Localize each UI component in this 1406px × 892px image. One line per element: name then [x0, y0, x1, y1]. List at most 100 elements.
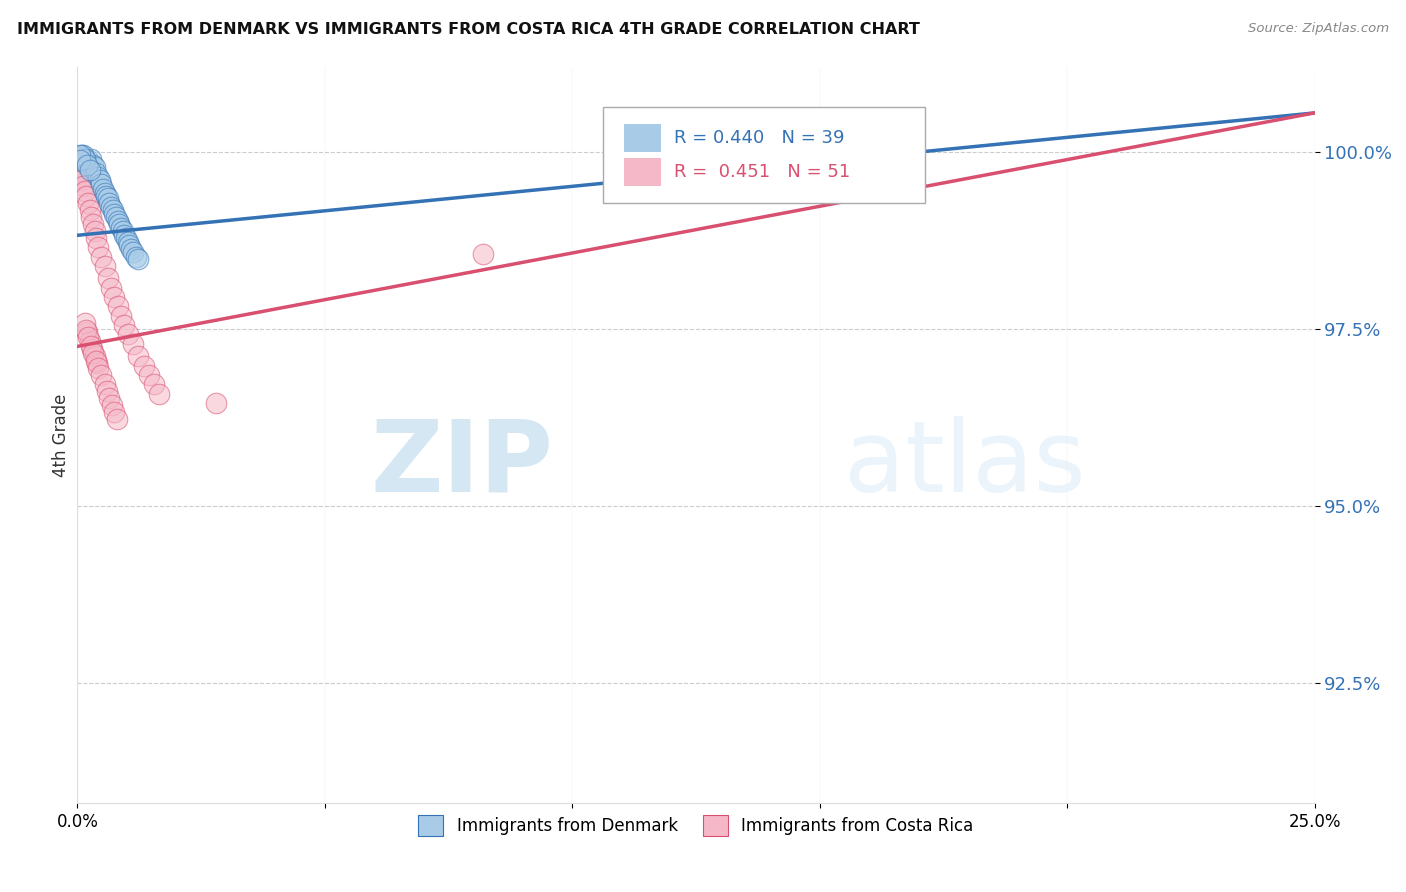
Point — [80, 210, 103, 224]
Point — [72, 178, 94, 193]
Point — [79, 334, 101, 349]
Point — [107, 299, 129, 313]
Point — [86, 356, 108, 370]
Point — [82, 217, 104, 231]
Point — [76, 157, 98, 171]
Point — [103, 290, 125, 304]
Point — [87, 169, 110, 184]
Point — [121, 337, 143, 351]
Point — [77, 195, 100, 210]
Point — [120, 243, 142, 257]
Point — [70, 151, 93, 165]
Point — [77, 153, 100, 168]
Point — [100, 281, 122, 295]
Point — [84, 166, 107, 180]
Point — [110, 309, 132, 323]
Point — [90, 250, 112, 264]
Point — [100, 200, 122, 214]
Point — [98, 391, 121, 405]
Point — [90, 368, 112, 382]
Point — [103, 207, 125, 221]
Point — [82, 346, 104, 360]
Point — [98, 195, 121, 210]
Point — [111, 224, 134, 238]
Point — [105, 412, 128, 426]
Point — [75, 155, 97, 169]
Bar — [624, 158, 661, 186]
Point — [110, 221, 132, 235]
Point — [107, 214, 129, 228]
Point — [73, 316, 96, 330]
Point — [72, 148, 94, 162]
Point — [96, 384, 118, 398]
Point — [77, 330, 100, 344]
Point — [148, 386, 170, 401]
Point — [82, 157, 104, 171]
Point — [75, 188, 97, 202]
Point — [121, 245, 143, 260]
FancyBboxPatch shape — [603, 107, 925, 203]
Point — [89, 173, 111, 187]
Point — [76, 325, 98, 339]
Point — [472, 247, 495, 261]
Point — [97, 191, 120, 205]
Point — [127, 349, 149, 363]
Point — [82, 342, 104, 356]
Point — [101, 398, 124, 412]
Point — [73, 184, 96, 198]
Point — [80, 339, 103, 353]
Point — [127, 252, 149, 267]
Point — [69, 159, 91, 173]
Point — [205, 396, 228, 410]
Point — [125, 250, 148, 264]
Point — [112, 318, 135, 333]
Point — [134, 359, 156, 373]
Point — [69, 162, 91, 177]
Point — [83, 161, 105, 175]
Point — [83, 224, 105, 238]
Point — [138, 368, 160, 382]
Point — [93, 186, 115, 200]
Point — [101, 202, 124, 217]
Point — [818, 145, 841, 159]
Point — [73, 152, 96, 166]
Point — [83, 349, 105, 363]
Point — [103, 405, 125, 419]
Point — [69, 153, 91, 168]
Point — [93, 376, 115, 391]
Text: R =  0.451   N = 51: R = 0.451 N = 51 — [673, 163, 851, 181]
Point — [84, 231, 107, 245]
Point — [69, 148, 91, 162]
Point — [72, 173, 94, 187]
Text: R = 0.440   N = 39: R = 0.440 N = 39 — [673, 128, 844, 146]
Text: atlas: atlas — [845, 416, 1085, 513]
Point — [118, 238, 141, 252]
Y-axis label: 4th Grade: 4th Grade — [52, 393, 70, 476]
Point — [80, 152, 103, 166]
Text: ZIP: ZIP — [371, 416, 554, 513]
Point — [114, 231, 136, 245]
Point — [97, 270, 120, 285]
Point — [70, 169, 93, 184]
Point — [117, 327, 139, 342]
Legend: Immigrants from Denmark, Immigrants from Costa Rica: Immigrants from Denmark, Immigrants from… — [412, 809, 980, 842]
Point — [84, 353, 107, 368]
Point — [87, 240, 110, 254]
Point — [69, 164, 91, 178]
Point — [79, 202, 101, 217]
Point — [93, 260, 115, 274]
Point — [75, 323, 97, 337]
Point — [112, 228, 135, 243]
Point — [79, 162, 101, 177]
Point — [94, 188, 117, 202]
Text: Source: ZipAtlas.com: Source: ZipAtlas.com — [1249, 22, 1389, 36]
Point — [104, 210, 127, 224]
Point — [143, 376, 166, 391]
Point — [90, 177, 112, 191]
Point — [108, 217, 131, 231]
Point — [87, 360, 110, 375]
Point — [72, 148, 94, 162]
Point — [117, 235, 139, 250]
Point — [91, 181, 114, 195]
Bar — [624, 124, 661, 152]
